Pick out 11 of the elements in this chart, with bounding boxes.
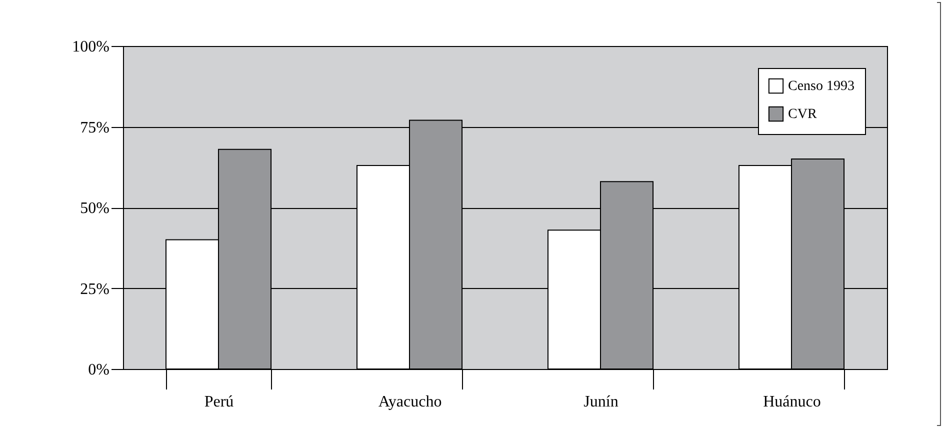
legend-label: CVR xyxy=(788,107,818,122)
x-tick-label: Huánuco xyxy=(763,394,821,410)
x-tick-label: Ayacucho xyxy=(378,394,442,410)
y-tick-label: 75% xyxy=(80,119,110,136)
y-tick-label: 0% xyxy=(88,362,110,378)
y-tick-label: 50% xyxy=(80,200,110,217)
x-tick-label: Junín xyxy=(584,394,618,410)
legend-label: Censo 1993 xyxy=(788,79,854,94)
x-tick-label: Perú xyxy=(204,394,234,410)
y-tick-label: 100% xyxy=(72,38,110,56)
y-tick-label: 25% xyxy=(80,280,110,298)
